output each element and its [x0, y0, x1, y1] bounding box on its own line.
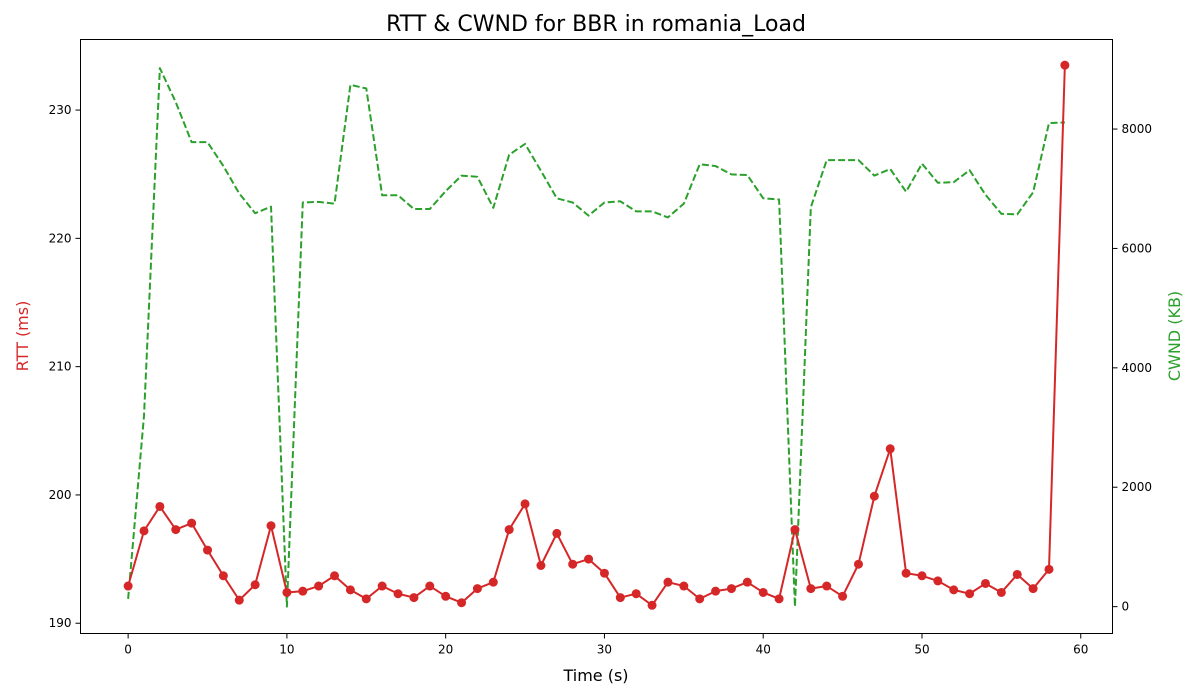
- x-tick-label: 60: [1073, 643, 1088, 657]
- rtt-point: [393, 589, 403, 599]
- rtt-point: [218, 571, 228, 581]
- rtt-point: [1060, 60, 1070, 70]
- rtt-point: [345, 585, 355, 595]
- rtt-point: [361, 594, 371, 604]
- cwnd-tick-label: 8000: [1122, 122, 1153, 136]
- cwnd-tick-label: 4000: [1122, 361, 1153, 375]
- rtt-point: [536, 561, 546, 570]
- rtt-axis: 190 200 210 220 230: [49, 103, 81, 630]
- rtt-point: [234, 595, 244, 605]
- rtt-point: [996, 587, 1006, 597]
- rtt-point: [266, 521, 276, 531]
- rtt-point: [441, 591, 451, 601]
- rtt-point: [933, 576, 943, 586]
- rtt-tick-label: 190: [49, 616, 72, 630]
- series-layer: [123, 60, 1070, 610]
- rtt-point: [980, 578, 990, 588]
- rtt-point: [250, 580, 260, 590]
- rtt-point: [457, 598, 467, 608]
- plot-frame: [80, 39, 1113, 634]
- rtt-point: [425, 581, 435, 591]
- rtt-point: [949, 585, 959, 595]
- rtt-point: [314, 581, 324, 591]
- rtt-point: [171, 525, 181, 535]
- rtt-point: [504, 525, 514, 535]
- rtt-point: [1044, 564, 1054, 574]
- rtt-point: [282, 587, 292, 597]
- x-tick-label: 40: [756, 643, 771, 657]
- rtt-point: [377, 581, 387, 591]
- rtt-point: [584, 554, 594, 564]
- rtt-tick-label: 200: [49, 488, 72, 502]
- cwnd-axis-title: CWND (KB): [1165, 291, 1184, 381]
- rtt-point: [298, 586, 308, 596]
- rtt-tick-label: 210: [49, 360, 72, 374]
- rtt-point: [1028, 584, 1038, 594]
- rtt-point: [631, 589, 641, 599]
- rtt-point: [822, 581, 832, 591]
- rtt-axis-title: RTT (ms): [13, 301, 32, 372]
- rtt-point: [472, 584, 482, 594]
- rtt-point: [711, 586, 721, 596]
- rtt-point: [853, 559, 863, 569]
- cwnd-series-line: [127, 67, 1065, 608]
- rtt-point: [869, 491, 879, 501]
- rtt-point: [599, 568, 609, 578]
- rtt-point: [1012, 569, 1022, 579]
- rtt-point: [806, 584, 816, 594]
- x-axis-title: Time (s): [562, 666, 628, 685]
- x-axis: 0 10 20 30 40 50 60: [124, 633, 1088, 657]
- rtt-point: [774, 594, 784, 604]
- x-tick-label: 0: [124, 643, 132, 657]
- rtt-point: [187, 518, 197, 528]
- rtt-point: [615, 593, 625, 603]
- cwnd-axis: 0 2000 4000 6000 8000: [1112, 122, 1153, 614]
- cwnd-tick-label: 2000: [1122, 480, 1153, 494]
- rtt-point: [679, 581, 689, 591]
- rtt-point: [552, 528, 562, 538]
- rtt-point: [695, 594, 705, 604]
- rtt-point: [203, 545, 213, 555]
- rtt-tick-label: 220: [49, 231, 72, 245]
- rtt-point: [838, 591, 848, 601]
- rtt-point: [885, 444, 895, 454]
- x-tick-label: 10: [279, 643, 294, 657]
- x-tick-label: 50: [914, 643, 929, 657]
- rtt-point: [758, 587, 768, 597]
- x-tick-label: 30: [597, 643, 612, 657]
- rtt-point: [139, 526, 149, 536]
- rtt-point: [647, 600, 657, 610]
- rtt-point: [330, 571, 340, 581]
- rtt-point: [726, 584, 736, 594]
- rtt-point: [520, 499, 530, 509]
- rtt-point: [123, 581, 133, 591]
- rtt-point: [155, 501, 165, 511]
- rtt-point: [917, 571, 927, 581]
- rtt-tick-label: 230: [49, 103, 72, 117]
- rtt-point: [965, 589, 975, 599]
- rtt-point: [663, 577, 673, 587]
- rtt-point: [488, 577, 498, 587]
- rtt-point: [742, 577, 752, 587]
- cwnd-tick-label: 0: [1122, 600, 1130, 614]
- cwnd-tick-label: 6000: [1122, 241, 1153, 255]
- rtt-point: [901, 568, 911, 578]
- chart-title: RTT & CWND for BBR in romania_Load: [386, 12, 806, 37]
- x-tick-label: 20: [438, 643, 453, 657]
- rtt-point: [790, 525, 800, 535]
- rtt-point: [409, 593, 419, 603]
- rtt-point: [568, 559, 578, 569]
